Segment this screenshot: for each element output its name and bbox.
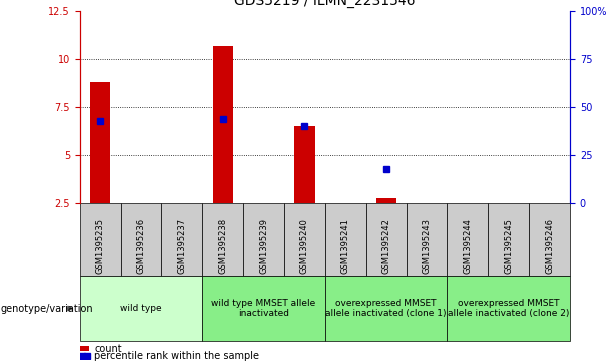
Text: GSM1395246: GSM1395246: [545, 219, 554, 274]
Text: wild type: wild type: [120, 304, 162, 313]
Text: GSM1395240: GSM1395240: [300, 219, 309, 274]
Bar: [529, 203, 570, 276]
Bar: [489, 203, 529, 276]
Bar: [80, 346, 89, 351]
Bar: [80, 276, 202, 341]
Text: GSM1395242: GSM1395242: [382, 219, 390, 274]
Bar: [213, 45, 233, 203]
Text: overexpressed MMSET
allele inactivated (clone 2): overexpressed MMSET allele inactivated (…: [448, 299, 569, 318]
Text: count: count: [94, 344, 122, 354]
Bar: [325, 276, 447, 341]
Text: GSM1395245: GSM1395245: [504, 219, 513, 274]
Bar: [90, 82, 110, 203]
Bar: [80, 203, 121, 276]
Text: GSM1395236: GSM1395236: [137, 218, 145, 274]
Title: GDS5219 / ILMN_2231546: GDS5219 / ILMN_2231546: [234, 0, 416, 8]
Text: genotype/variation: genotype/variation: [1, 303, 93, 314]
Bar: [325, 203, 366, 276]
Bar: [447, 203, 489, 276]
Text: percentile rank within the sample: percentile rank within the sample: [94, 351, 259, 361]
Text: wild type MMSET allele
inactivated: wild type MMSET allele inactivated: [211, 299, 316, 318]
Text: GSM1395241: GSM1395241: [341, 219, 350, 274]
Bar: [284, 203, 325, 276]
Text: GSM1395244: GSM1395244: [463, 219, 473, 274]
Text: GSM1395235: GSM1395235: [96, 219, 105, 274]
Bar: [121, 203, 161, 276]
Bar: [161, 203, 202, 276]
Bar: [202, 203, 243, 276]
Bar: [376, 197, 397, 203]
Bar: [294, 126, 314, 203]
Bar: [202, 276, 325, 341]
Text: overexpressed MMSET
allele inactivated (clone 1): overexpressed MMSET allele inactivated (…: [326, 299, 447, 318]
Bar: [366, 203, 406, 276]
Text: GSM1395243: GSM1395243: [422, 219, 432, 274]
Text: GSM1395237: GSM1395237: [177, 218, 186, 274]
Bar: [243, 203, 284, 276]
Bar: [406, 203, 447, 276]
Text: GSM1395239: GSM1395239: [259, 219, 268, 274]
Text: GSM1395238: GSM1395238: [218, 218, 227, 274]
Bar: [447, 276, 570, 341]
